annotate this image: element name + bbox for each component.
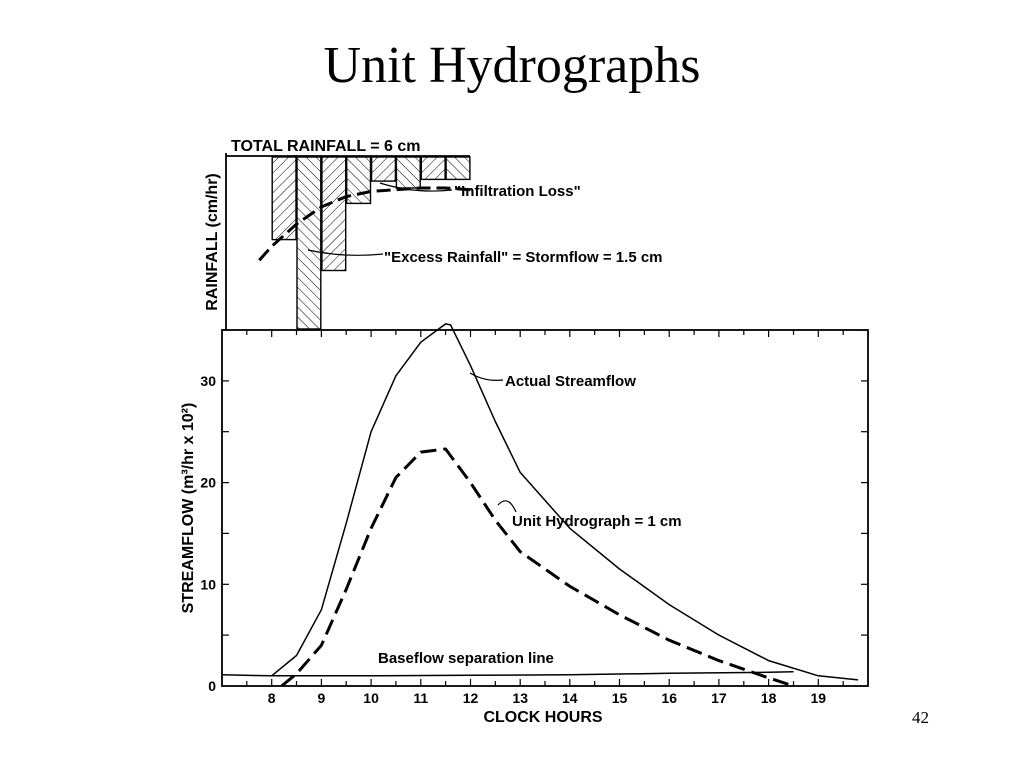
rainfall-y-label: RAINFALL (cm/hr) [204, 173, 221, 310]
rainfall-panel: TOTAL RAINFALL = 6 cm RAINFALL (cm/hr) "… [204, 138, 663, 330]
infiltration-curve [258, 186, 471, 262]
x-tick-label: 10 [363, 690, 379, 706]
streamflow-series [221, 323, 859, 688]
baseflow-separation-label: Baseflow separation line [378, 650, 554, 667]
actual-streamflow-leader-line [469, 372, 504, 381]
excess-leader-line [307, 249, 384, 256]
rainfall-bar [296, 156, 322, 330]
x-axis-ticks: 8 9 10 11 12 13 14 15 16 17 18 19 [246, 330, 844, 706]
y-tick-label: 0 [208, 678, 216, 694]
unit-hydrograph-line [280, 447, 794, 688]
y-tick-label: 10 [200, 576, 216, 592]
rainfall-bar [321, 156, 347, 272]
x-tick-label: 18 [761, 690, 777, 706]
x-tick-label: 12 [463, 690, 479, 706]
unit-hydrograph-label: Unit Hydrograph = 1 cm [512, 513, 682, 530]
x-tick-label: 9 [318, 690, 326, 706]
unit-hydrograph-leader-line [497, 500, 517, 513]
slide-title: Unit Hydrographs [323, 37, 701, 94]
page-number: 42 [912, 708, 929, 727]
rainfall-bars [271, 156, 471, 330]
rainfall-bar [445, 156, 471, 181]
x-tick-label: 11 [413, 690, 428, 706]
x-tick-label: 15 [612, 690, 628, 706]
x-tick-label: 16 [661, 690, 677, 706]
rainfall-bar [271, 156, 297, 241]
actual-streamflow-line [271, 323, 859, 681]
x-tick-label: 19 [811, 690, 827, 706]
rainfall-total-label: TOTAL RAINFALL = 6 cm [231, 138, 421, 155]
excess-rainfall-label: "Excess Rainfall" = Stormflow = 1.5 cm [384, 249, 663, 266]
y-axis-label: STREAMFLOW (m³/hr x 10²) [180, 403, 197, 614]
infiltration-leader-line [379, 182, 453, 192]
baseflow-separation-line [221, 671, 794, 677]
y-tick-label: 20 [200, 475, 216, 491]
x-tick-label: 17 [711, 690, 727, 706]
infiltration-loss-label: "Infiltration Loss" [454, 183, 581, 200]
streamflow-panel: 8 9 10 11 12 13 14 15 16 17 18 19 0 10 20 30 CLOCK HOU… [180, 323, 869, 726]
y-tick-label: 30 [200, 373, 216, 389]
x-tick-label: 8 [268, 690, 276, 706]
x-axis-label: CLOCK HOURS [483, 709, 602, 726]
actual-streamflow-label: Actual Streamflow [505, 373, 636, 390]
rainfall-bar [370, 156, 397, 182]
y-axis-ticks: 0 10 20 30 [200, 329, 868, 694]
x-tick-label: 14 [562, 690, 578, 706]
rainfall-bar [395, 156, 421, 189]
rainfall-bar [420, 156, 446, 181]
x-tick-label: 13 [512, 690, 528, 706]
